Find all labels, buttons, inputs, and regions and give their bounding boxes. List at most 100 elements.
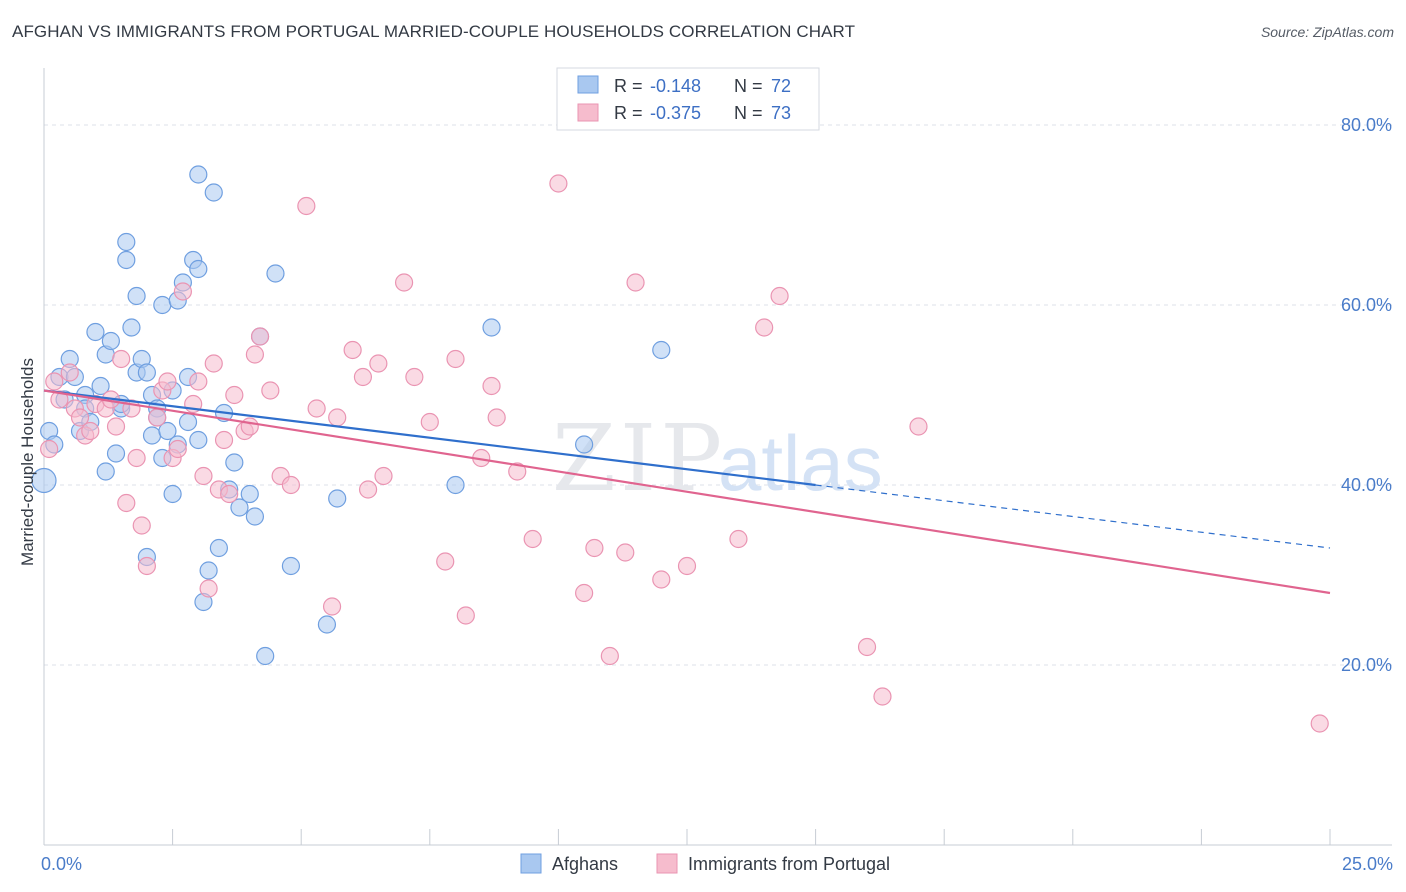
point-portugal-36 [250,327,270,346]
point-portugal-0 [40,439,59,459]
grid-lines [44,124,1392,666]
watermark-atlas: atlas [718,419,883,507]
point-portugal-63 [600,646,619,666]
point-portugal-64 [616,543,635,562]
legend-r-value-afghans: -0.148 [650,76,701,96]
point-portugal-46 [358,480,378,499]
point-afghans-64 [652,340,671,360]
point-afghans-60 [328,489,347,508]
legend-r-value-portugal: -0.375 [650,103,701,123]
x-tick-label-0: 0.0% [41,854,82,874]
point-afghans-21 [122,318,141,337]
legend-n-label-portugal: N = [734,103,763,123]
point-portugal-39 [281,475,301,495]
point-afghans-62 [482,318,501,337]
point-portugal-59 [523,529,542,549]
point-afghans-59 [317,615,337,634]
point-portugal-26 [194,466,213,486]
point-portugal-51 [420,412,439,432]
point-portugal-49 [394,273,414,292]
point-portugal-66 [652,570,671,589]
stats-legend-box [556,67,820,131]
legend-r-label-afghans: R = [614,76,643,96]
point-portugal-12 [112,349,131,369]
point-portugal-11 [106,417,126,436]
point-afghans-16 [106,444,126,463]
point-portugal-44 [343,340,362,360]
bottom-legend-label-afghans: Afghans [552,854,618,874]
legend-r-label-portugal: R = [614,103,643,123]
chart-title: AFGHAN VS IMMIGRANTS FROM PORTUGAL MARRI… [12,22,856,41]
point-afghans-52 [230,498,249,517]
point-afghans-14 [96,462,115,481]
point-portugal-18 [148,408,167,427]
point-afghans-46 [199,561,218,580]
bottom-legend-label-portugal: Immigrants from Portugal [688,854,890,874]
point-portugal-1 [45,372,64,391]
point-portugal-48 [374,466,393,486]
bottom-legend: Afghans Immigrants from Portugal [520,853,890,874]
point-afghans-61 [446,475,465,495]
point-afghans-39 [178,412,198,432]
point-portugal-5 [70,408,90,427]
point-afghans-28 [142,426,162,445]
x-tick-label-1: 25.0% [1342,854,1393,874]
point-afghans-0 [31,467,57,494]
point-portugal-31 [220,484,239,504]
point-portugal-62 [585,538,604,558]
trend-line-afghans [43,389,816,487]
point-portugal-67 [677,556,697,576]
point-afghans-35 [163,484,182,504]
bottom-legend-swatch-portugal [656,853,678,874]
point-portugal-28 [204,354,223,373]
legend-swatch-portugal [577,103,599,122]
point-portugal-68 [729,529,748,549]
y-tick-label-1: 40.0% [1341,475,1392,495]
point-afghans-44 [189,165,208,184]
point-afghans-58 [281,556,301,576]
point-portugal-57 [487,408,506,427]
point-afghans-12 [91,376,110,396]
trend-line-afghans-extension [815,484,1331,549]
point-afghans-53 [240,484,259,504]
point-portugal-54 [456,606,475,625]
point-portugal-50 [405,367,424,387]
point-portugal-45 [353,367,373,387]
y-axis-label: Married-couple Households [18,358,37,566]
point-portugal-73 [909,417,928,436]
point-portugal-3 [60,363,79,382]
point-afghans-33 [158,421,177,441]
point-afghans-15 [101,331,120,351]
point-portugal-52 [436,552,455,571]
point-afghans-31 [153,295,172,315]
point-portugal-71 [857,637,877,657]
point-portugal-2 [50,390,69,409]
point-afghans-20 [117,250,136,270]
legend-n-label-afghans: N = [734,76,763,96]
point-portugal-69 [755,318,774,337]
point-portugal-56 [482,376,501,396]
y-tick-label-2: 60.0% [1341,295,1392,315]
trend-lines [43,389,1331,595]
point-portugal-25 [189,372,208,391]
y-tick-label-0: 20.0% [1341,655,1392,675]
point-portugal-32 [225,385,244,405]
point-afghans-56 [256,646,275,666]
point-afghans-51 [225,453,244,472]
point-portugal-42 [322,597,342,616]
point-afghans-26 [137,363,156,382]
stats-legend: R = -0.148 N = 72 R = -0.375 N = 73 [556,67,820,131]
chart-source: Source: ZipAtlas.com [1260,24,1394,40]
point-portugal-53 [446,349,465,369]
series-portugal-points [40,174,1329,733]
point-portugal-60 [549,174,568,193]
point-portugal-65 [626,273,645,292]
bottom-legend-swatch-afghans [520,853,542,874]
legend-swatch-afghans [577,75,599,94]
point-portugal-20 [158,372,177,391]
watermark-zip: ZIP [552,405,726,512]
point-afghans-22 [127,286,146,306]
point-afghans-63 [575,435,594,454]
point-portugal-7 [81,421,100,441]
